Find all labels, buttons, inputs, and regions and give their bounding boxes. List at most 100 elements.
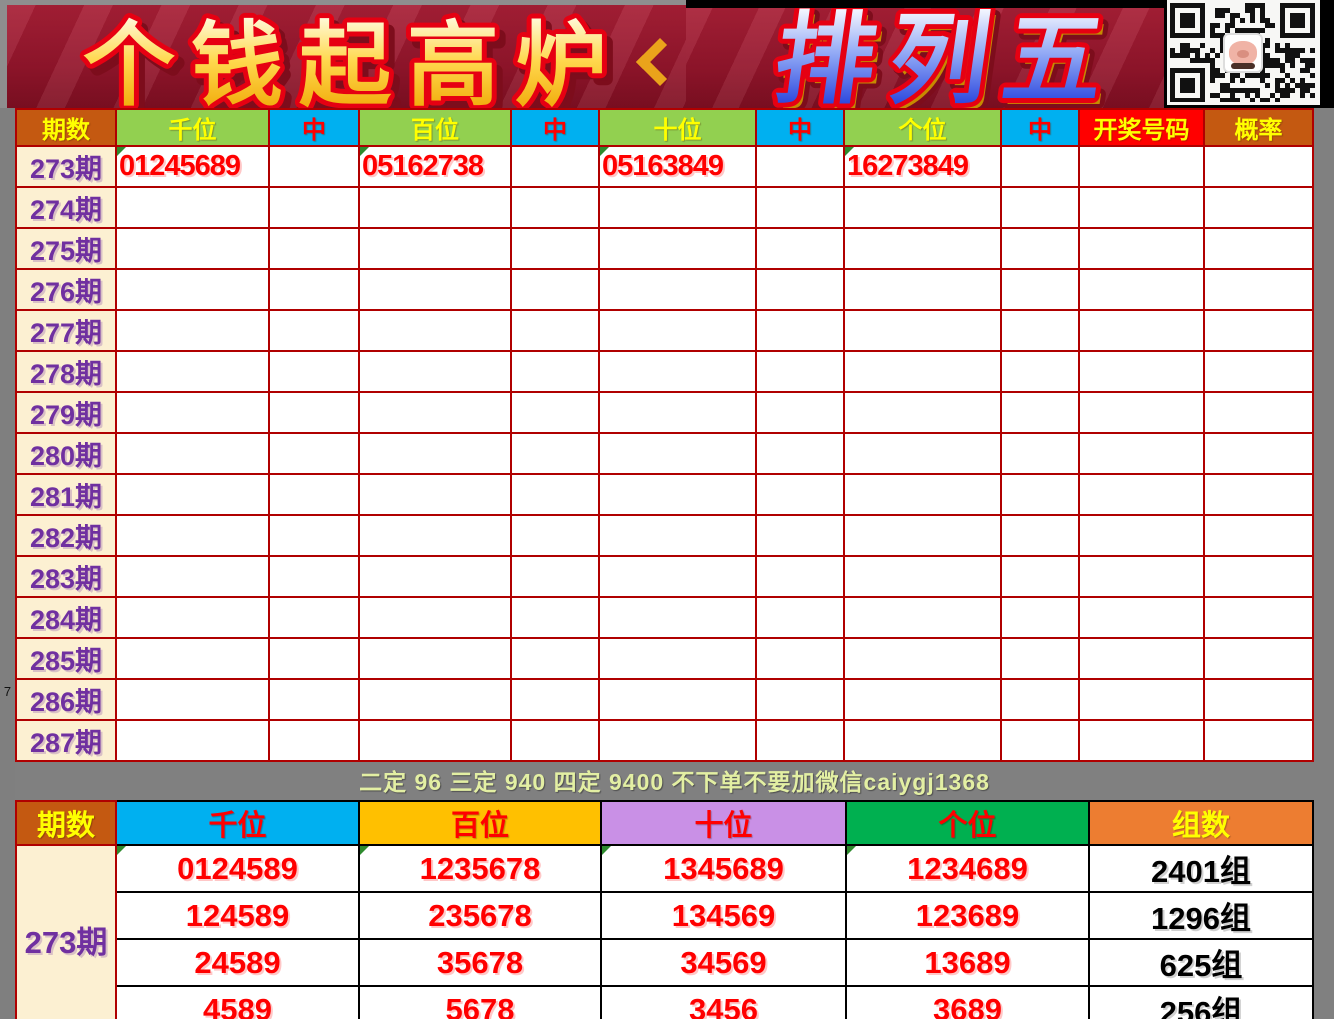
cell-probability[interactable]	[1203, 596, 1314, 639]
cell-hit[interactable]	[755, 227, 845, 270]
cell-thousands[interactable]	[115, 186, 270, 229]
combo-ones[interactable]: 3689	[845, 985, 1090, 1019]
header-hit[interactable]: 中	[1000, 108, 1080, 147]
cell-tens[interactable]	[598, 432, 757, 475]
cell-hit[interactable]	[1000, 309, 1080, 352]
cell-hundreds[interactable]	[358, 514, 512, 557]
cell-hit[interactable]	[755, 678, 845, 721]
period-label[interactable]: 277期	[15, 309, 117, 352]
cell-hit[interactable]	[1000, 514, 1080, 557]
cell-hit[interactable]	[755, 309, 845, 352]
header2-period[interactable]: 期数	[15, 800, 117, 846]
cell-ones[interactable]: 16273849	[843, 145, 1002, 188]
cell-hit[interactable]	[268, 227, 360, 270]
cell-ones[interactable]	[843, 637, 1002, 680]
header2-thousands[interactable]: 千位	[115, 800, 360, 846]
cell-thousands[interactable]	[115, 637, 270, 680]
cell-tens[interactable]	[598, 514, 757, 557]
period-label[interactable]: 281期	[15, 473, 117, 516]
cell-hit[interactable]	[268, 145, 360, 188]
cell-hit[interactable]	[268, 719, 360, 762]
cell-probability[interactable]	[1203, 268, 1314, 311]
cell-hundreds[interactable]	[358, 719, 512, 762]
cell-hit[interactable]	[510, 309, 600, 352]
cell-hit[interactable]	[510, 145, 600, 188]
cell-probability[interactable]	[1203, 678, 1314, 721]
cell-tens[interactable]	[598, 473, 757, 516]
cell-probability[interactable]	[1203, 514, 1314, 557]
cell-hundreds[interactable]	[358, 678, 512, 721]
cell-hit[interactable]	[1000, 227, 1080, 270]
period-label[interactable]: 280期	[15, 432, 117, 475]
header-tens[interactable]: 十位	[598, 108, 757, 147]
cell-ones[interactable]	[843, 268, 1002, 311]
cell-thousands[interactable]	[115, 473, 270, 516]
cell-hundreds[interactable]	[358, 555, 512, 598]
cell-draw-number[interactable]	[1078, 473, 1205, 516]
cell-hit[interactable]	[755, 432, 845, 475]
period-label[interactable]: 283期	[15, 555, 117, 598]
header-hit[interactable]: 中	[510, 108, 600, 147]
cell-draw-number[interactable]	[1078, 514, 1205, 557]
period-label[interactable]: 275期	[15, 227, 117, 270]
cell-hit[interactable]	[755, 555, 845, 598]
cell-hit[interactable]	[1000, 268, 1080, 311]
combo-hundreds[interactable]: 35678	[358, 938, 602, 987]
cell-hit[interactable]	[510, 514, 600, 557]
cell-hit[interactable]	[510, 432, 600, 475]
cell-draw-number[interactable]	[1078, 309, 1205, 352]
cell-draw-number[interactable]	[1078, 145, 1205, 188]
cell-hit[interactable]	[268, 268, 360, 311]
header-hit[interactable]: 中	[268, 108, 360, 147]
cell-draw-number[interactable]	[1078, 227, 1205, 270]
cell-draw-number[interactable]	[1078, 555, 1205, 598]
cell-thousands[interactable]	[115, 350, 270, 393]
cell-probability[interactable]	[1203, 350, 1314, 393]
period-label[interactable]: 273期	[15, 145, 117, 188]
combo-groups[interactable]: 625组	[1088, 938, 1314, 987]
cell-tens[interactable]	[598, 637, 757, 680]
cell-thousands[interactable]	[115, 268, 270, 311]
cell-hit[interactable]	[268, 678, 360, 721]
cell-tens[interactable]	[598, 596, 757, 639]
cell-tens[interactable]	[598, 227, 757, 270]
combo-hundreds[interactable]: 1235678	[358, 844, 602, 893]
period-label[interactable]: 282期	[15, 514, 117, 557]
cell-tens[interactable]	[598, 309, 757, 352]
cell-ones[interactable]	[843, 227, 1002, 270]
cell-draw-number[interactable]	[1078, 678, 1205, 721]
cell-hit[interactable]	[1000, 350, 1080, 393]
cell-hundreds[interactable]	[358, 391, 512, 434]
cell-ones[interactable]	[843, 719, 1002, 762]
combo-thousands[interactable]: 0124589	[115, 844, 360, 893]
cell-thousands[interactable]	[115, 596, 270, 639]
cell-hit[interactable]	[268, 186, 360, 229]
cell-thousands[interactable]	[115, 309, 270, 352]
cell-hit[interactable]	[268, 514, 360, 557]
cell-hit[interactable]	[1000, 555, 1080, 598]
cell-hit[interactable]	[268, 350, 360, 393]
cell-ones[interactable]	[843, 432, 1002, 475]
cell-probability[interactable]	[1203, 432, 1314, 475]
period-label[interactable]: 287期	[15, 719, 117, 762]
header2-hundreds[interactable]: 百位	[358, 800, 602, 846]
cell-ones[interactable]	[843, 186, 1002, 229]
header-thousands[interactable]: 千位	[115, 108, 270, 147]
cell-thousands[interactable]	[115, 432, 270, 475]
period-label[interactable]: 274期	[15, 186, 117, 229]
cell-draw-number[interactable]	[1078, 268, 1205, 311]
cell-draw-number[interactable]	[1078, 596, 1205, 639]
cell-thousands[interactable]	[115, 514, 270, 557]
cell-hit[interactable]	[510, 678, 600, 721]
cell-draw-number[interactable]	[1078, 391, 1205, 434]
cell-ones[interactable]	[843, 678, 1002, 721]
cell-ones[interactable]	[843, 555, 1002, 598]
header2-tens[interactable]: 十位	[600, 800, 847, 846]
cell-hit[interactable]	[755, 637, 845, 680]
cell-hundreds[interactable]	[358, 268, 512, 311]
cell-hit[interactable]	[755, 596, 845, 639]
cell-hit[interactable]	[510, 391, 600, 434]
cell-hit[interactable]	[510, 719, 600, 762]
cell-thousands[interactable]	[115, 227, 270, 270]
combo-ones[interactable]: 13689	[845, 938, 1090, 987]
